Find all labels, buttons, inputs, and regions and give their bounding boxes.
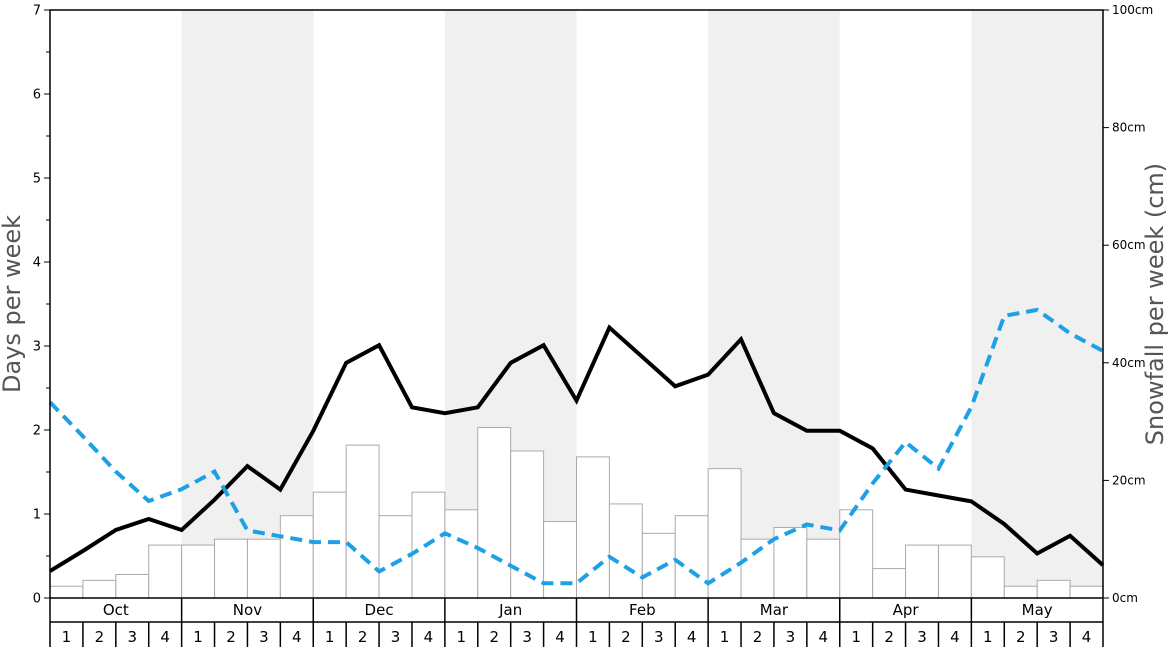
month-label: Apr — [893, 601, 920, 619]
days-bar — [82, 579, 117, 599]
left-tick-label: 6 — [33, 88, 41, 103]
week-label: 3 — [259, 628, 269, 646]
days-bar — [806, 538, 841, 599]
days-bar — [1003, 585, 1038, 599]
month-shading — [181, 10, 1103, 598]
left-tick-label: 4 — [33, 256, 41, 271]
days-bar — [937, 544, 972, 599]
left-axis-title: Days per week — [0, 215, 26, 393]
week-label: 2 — [358, 628, 368, 646]
days-bar — [905, 544, 939, 599]
right-tick-label: 40cm — [1112, 356, 1146, 370]
days-bar — [1069, 585, 1104, 599]
week-label: 1 — [720, 628, 730, 646]
right-tick-label: 100cm — [1112, 3, 1153, 17]
days-bar — [740, 538, 775, 599]
right-tick-label: 0cm — [1112, 591, 1138, 605]
month-band-may — [971, 10, 1103, 598]
days-bar — [674, 515, 709, 599]
week-label: 3 — [127, 628, 137, 646]
week-label: 4 — [1082, 628, 1092, 646]
days-bar — [312, 491, 347, 599]
left-tick-label: 3 — [33, 340, 41, 355]
right-tick-label: 80cm — [1112, 121, 1146, 135]
week-label: 4 — [292, 628, 302, 646]
left-tick-label: 2 — [33, 424, 41, 439]
week-label: 3 — [786, 628, 796, 646]
days-bar — [279, 515, 314, 599]
days-bar — [49, 585, 84, 599]
days-bar — [214, 538, 248, 599]
days-bar — [246, 538, 281, 599]
left-axis: 0 1 2 3 4 5 6 7 — [33, 4, 50, 607]
week-label: 2 — [753, 628, 763, 646]
days-bar — [576, 456, 610, 599]
week-label: 1 — [457, 628, 467, 646]
days-bar — [872, 568, 907, 599]
week-label: 1 — [588, 628, 598, 646]
left-tick-label: 7 — [33, 4, 41, 19]
month-band-nov — [181, 10, 314, 598]
week-label: 2 — [226, 628, 236, 646]
week-label: 1 — [851, 628, 861, 646]
days-bar — [773, 526, 808, 599]
week-label: 1 — [193, 628, 203, 646]
week-label: 4 — [687, 628, 697, 646]
left-tick-label: 0 — [33, 592, 41, 607]
right-tick-label: 20cm — [1112, 473, 1146, 487]
week-label: 3 — [654, 628, 664, 646]
month-label: May — [1022, 601, 1053, 619]
days-bar — [641, 532, 676, 599]
week-label: 4 — [424, 628, 434, 646]
right-axis-title: Snowfall per week (cm) — [1141, 163, 1168, 445]
month-label: Mar — [760, 601, 789, 619]
week-label: 4 — [819, 628, 829, 646]
right-tick-label: 60cm — [1112, 238, 1146, 252]
days-bar — [181, 544, 216, 599]
days-bar — [345, 444, 380, 599]
week-label: 2 — [621, 628, 631, 646]
days-bar — [608, 503, 643, 599]
month-label: Jan — [498, 601, 522, 619]
week-label: 3 — [917, 628, 927, 646]
days-bar — [543, 521, 577, 599]
snowfall-line — [48, 307, 1104, 586]
week-label: 4 — [555, 628, 565, 646]
week-label: 3 — [391, 628, 401, 646]
days-bar — [970, 556, 1005, 599]
days-bar — [1036, 579, 1071, 599]
x-axis: Oct 1 2 3 4 Nov 1 2 3 4 Dec 1 2 3 4 Jan 1 2 3 4 Feb 1 2 3 4 Mar 1 2… — [49, 598, 1104, 647]
week-label: 4 — [950, 628, 960, 646]
line-series — [48, 307, 1105, 586]
week-label: 1 — [325, 628, 335, 646]
left-tick-label: 1 — [33, 508, 41, 523]
days-bar — [444, 509, 479, 599]
month-label: Dec — [365, 601, 394, 619]
week-label: 2 — [489, 628, 499, 646]
week-label: 2 — [884, 628, 894, 646]
right-axis: 0cm 20cm 40cm 60cm 80cm 100cm — [1103, 3, 1153, 605]
left-tick-label: 5 — [33, 172, 41, 187]
month-label: Nov — [233, 601, 262, 619]
month-label: Oct — [103, 601, 129, 619]
days-bar — [477, 426, 512, 599]
week-label: 2 — [1016, 628, 1026, 646]
week-label: 4 — [160, 628, 170, 646]
days-bar — [115, 573, 150, 599]
week-label: 1 — [62, 628, 72, 646]
week-label: 3 — [1049, 628, 1059, 646]
week-label: 1 — [983, 628, 993, 646]
days-bar — [148, 544, 183, 599]
month-label: Feb — [629, 601, 656, 619]
week-label: 2 — [95, 628, 105, 646]
days-bar — [378, 515, 413, 599]
week-label: 3 — [522, 628, 532, 646]
days-bar — [707, 468, 742, 599]
